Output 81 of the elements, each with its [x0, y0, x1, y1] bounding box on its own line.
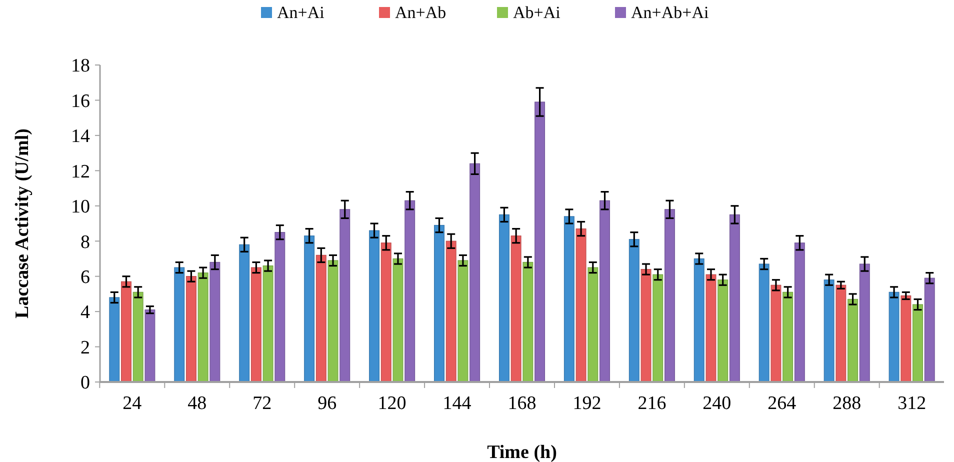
- x-tick-label: 192: [572, 393, 602, 414]
- y-tick-label: 18: [71, 56, 90, 77]
- bar: [239, 244, 250, 382]
- bar: [652, 274, 664, 382]
- x-tick-label: 120: [378, 393, 406, 414]
- x-tick-label: 48: [188, 393, 207, 414]
- bar: [392, 258, 404, 382]
- bar: [198, 272, 208, 382]
- bar: [132, 292, 144, 382]
- bar: [186, 276, 196, 382]
- legend-label: An+Ab: [395, 3, 446, 22]
- bar: [510, 236, 522, 382]
- x-axis-title: Time (h): [487, 442, 557, 462]
- bar: [121, 281, 132, 382]
- y-tick-label: 2: [80, 337, 90, 358]
- bar: [729, 214, 740, 382]
- x-tick-label: 240: [702, 393, 732, 414]
- bar: [836, 284, 846, 382]
- x-tick-label: 312: [898, 393, 926, 414]
- y-tick-label: 4: [80, 302, 90, 324]
- bar: [404, 200, 416, 382]
- bar: [824, 280, 834, 382]
- bar: [758, 264, 770, 382]
- bar: [770, 284, 782, 382]
- bar: [174, 267, 185, 382]
- bar: [848, 298, 858, 382]
- bar: [640, 268, 652, 382]
- bar: [888, 292, 900, 382]
- bar: [250, 267, 262, 382]
- legend-label: Ab+Ai: [513, 3, 561, 22]
- y-tick-label: 10: [71, 196, 90, 218]
- y-axis-title: Laccase Activity (U/ml): [12, 128, 33, 318]
- bar: [859, 264, 870, 382]
- bar: [794, 242, 805, 382]
- x-tick-label: 144: [442, 393, 472, 414]
- x-tick-label: 72: [252, 393, 272, 414]
- y-tick-label: 6: [80, 266, 90, 288]
- bar: [522, 262, 534, 382]
- bar: [340, 209, 350, 382]
- bar: [446, 240, 456, 382]
- x-tick-label: 264: [768, 393, 797, 414]
- bar: [304, 236, 315, 382]
- x-tick-label: 168: [508, 393, 536, 414]
- bar: [380, 242, 392, 382]
- x-tick-label: 216: [638, 393, 666, 414]
- bar: [534, 102, 546, 382]
- x-tick-label: 288: [832, 393, 862, 414]
- bar: [470, 163, 480, 382]
- bar: [262, 265, 274, 382]
- bar: [369, 230, 380, 382]
- bar: [718, 280, 728, 382]
- bar: [664, 209, 675, 382]
- bar: [900, 295, 912, 382]
- bar: [316, 254, 326, 382]
- y-tick-label: 16: [71, 90, 90, 112]
- y-tick-label: 12: [71, 161, 90, 182]
- bar: [924, 278, 935, 382]
- y-tick-label: 14: [71, 126, 90, 148]
- legend-label: An+Ai: [277, 3, 325, 22]
- bar: [498, 214, 510, 382]
- bar: [274, 232, 286, 382]
- y-tick-label: 8: [80, 232, 90, 253]
- bar: [588, 267, 598, 382]
- bar: [782, 292, 794, 382]
- x-tick-label: 24: [122, 393, 142, 414]
- bar: [706, 274, 716, 382]
- bar: [576, 228, 586, 382]
- bar: [694, 258, 704, 382]
- bar: [144, 309, 156, 382]
- y-tick-label: 0: [80, 372, 90, 394]
- bar: [564, 216, 574, 382]
- bar: [600, 200, 610, 382]
- bar: [434, 224, 444, 382]
- bar: [210, 262, 220, 382]
- bar: [458, 260, 468, 382]
- bar: [328, 260, 338, 382]
- x-tick-label: 96: [318, 393, 337, 414]
- bar: [912, 304, 923, 382]
- legend-label: An+Ab+Ai: [631, 3, 710, 22]
- bar: [628, 239, 640, 382]
- bar: [109, 297, 120, 382]
